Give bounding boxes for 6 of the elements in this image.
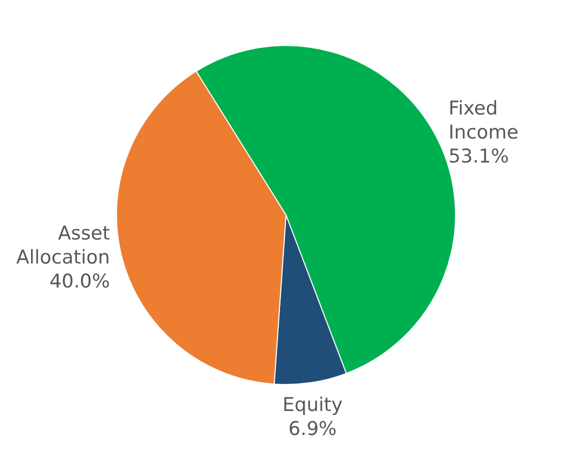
data-label: 53.1% bbox=[448, 146, 509, 168]
slice-label: Equity bbox=[282, 394, 343, 416]
slice-label: Fixed Income bbox=[448, 98, 518, 144]
slice-label: Asset Allocation bbox=[16, 222, 110, 268]
data-label: 6.9% bbox=[288, 418, 337, 440]
data-label: 40.0% bbox=[50, 270, 110, 292]
